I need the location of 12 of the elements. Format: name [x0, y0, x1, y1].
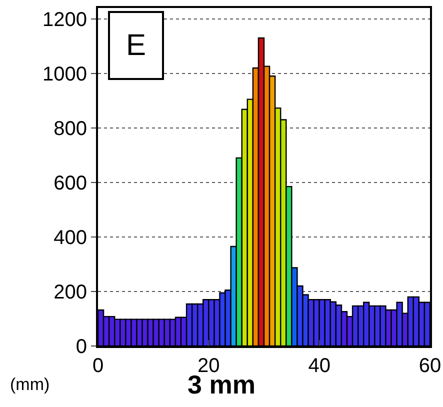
y-tick-label: 1200	[42, 8, 87, 31]
x-tick-label: 60	[418, 355, 442, 377]
y-tick-label: 1000	[42, 63, 87, 86]
x-tick-label: 40	[308, 355, 330, 377]
text: (mm)	[10, 375, 50, 394]
y-tick-label: 800	[54, 118, 87, 140]
y-tick-label: 0	[76, 336, 87, 358]
annotation: E	[126, 29, 146, 62]
y-tick-label: 600	[54, 172, 87, 194]
x-tick-label: 0	[92, 355, 104, 377]
y-tick-label: 200	[54, 281, 87, 304]
y-tick-label: 400	[54, 226, 87, 249]
